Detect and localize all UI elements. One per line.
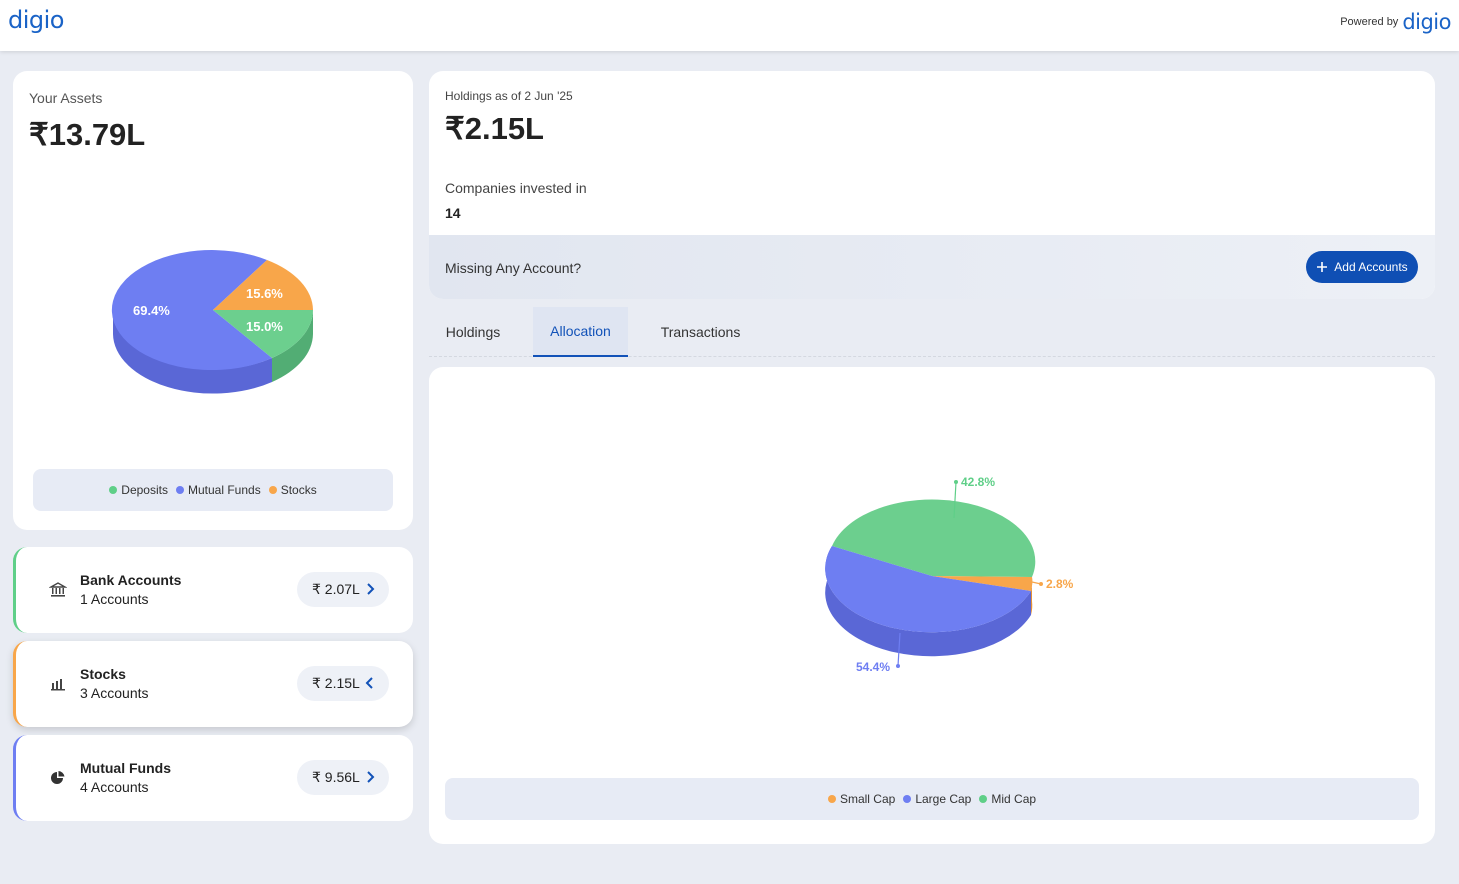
legend-item-large-cap[interactable]: Large Cap — [903, 792, 971, 806]
holdings-total: ₹2.15L — [445, 111, 544, 146]
account-name: Mutual Funds — [80, 760, 171, 776]
legend-item-small-cap[interactable]: Small Cap — [827, 792, 896, 806]
legend-dot — [827, 795, 836, 803]
leader-dot-large-cap — [896, 664, 900, 668]
companies-invested-label: Companies invested in — [445, 180, 587, 196]
legend-label: Small Cap — [839, 792, 896, 806]
account-value-button[interactable]: ₹ 2.15L — [297, 666, 389, 701]
pie-label-deposits: 15.0% — [246, 319, 283, 334]
allocation-pie-chart: 42.8% 2.8% 54.4% — [825, 475, 1074, 674]
legend-label: Deposits — [121, 483, 168, 497]
pie-depth-mutual-funds — [113, 310, 272, 394]
pie-depth-deposits — [272, 310, 313, 382]
account-card-stocks[interactable]: Stocks 3 Accounts ₹ 2.15L — [13, 641, 413, 727]
pie-slice-stocks — [213, 260, 313, 310]
holdings-card: Holdings as of 2 Jun '25 ₹2.15L Companie… — [429, 71, 1435, 299]
account-name: Stocks — [80, 666, 126, 682]
tab-holdings[interactable]: Holdings — [445, 324, 501, 340]
pie-label-mid-cap: 42.8% — [961, 475, 995, 489]
chevron-right-icon — [367, 771, 375, 783]
assets-total: ₹13.79L — [29, 117, 146, 152]
top-bar: digio Powered by digio — [0, 0, 1459, 51]
legend-dot — [109, 486, 118, 494]
leader-line-mid-cap — [953, 481, 957, 519]
bar-chart-icon — [51, 679, 65, 691]
tab-bar: Holdings Allocation Transactions — [429, 307, 1435, 357]
holdings-as-of: Holdings as of 2 Jun '25 — [445, 89, 573, 103]
pie-slice-large-cap — [825, 546, 1031, 633]
legend-label: Stocks — [280, 483, 317, 497]
bank-icon — [49, 582, 67, 597]
missing-account-text: Missing Any Account? — [445, 260, 582, 276]
account-count: 1 Accounts — [80, 591, 149, 607]
legend-dot — [903, 795, 912, 803]
chevron-right-icon — [367, 583, 375, 595]
allocation-legend: Small Cap Large Cap Mid Cap — [445, 778, 1419, 820]
pie-slice-small-cap — [932, 576, 1033, 591]
account-value-button[interactable]: ₹ 2.07L — [297, 572, 389, 607]
account-value: ₹ 2.15L — [312, 675, 360, 691]
account-value-button[interactable]: ₹ 9.56L — [297, 760, 389, 795]
account-count: 4 Accounts — [80, 779, 149, 795]
pie-label-stocks: 15.6% — [246, 286, 283, 301]
pie-label-small-cap: 2.8% — [1046, 577, 1074, 591]
account-card-bank[interactable]: Bank Accounts 1 Accounts ₹ 2.07L — [13, 547, 413, 633]
account-value: ₹ 9.56L — [312, 769, 360, 785]
assets-legend: Deposits Mutual Funds Stocks — [33, 469, 393, 511]
pie-slice-deposits — [213, 310, 313, 358]
tab-transactions[interactable]: Transactions — [660, 324, 741, 340]
pie-slice-mid-cap — [832, 499, 1036, 577]
pie-chart-icon — [51, 771, 65, 784]
legend-label: Large Cap — [915, 792, 972, 806]
account-card-mutual-funds[interactable]: Mutual Funds 4 Accounts ₹ 9.56L — [13, 735, 413, 821]
assets-card: Your Assets ₹13.79L 69.4% 15.6% 15.0% De… — [13, 71, 413, 530]
assets-pie-chart: 69.4% 15.6% 15.0% — [111, 250, 313, 394]
pie-label-mutual-funds: 69.4% — [133, 303, 170, 318]
legend-label: Mutual Funds — [187, 483, 261, 497]
legend-item-mid-cap[interactable]: Mid Cap — [979, 792, 1036, 806]
legend-dot — [175, 486, 184, 494]
legend-item-mutual-funds[interactable]: Mutual Funds — [175, 483, 261, 497]
legend-item-deposits[interactable]: Deposits — [109, 483, 168, 497]
powered-by-logo: digio — [1402, 10, 1451, 34]
digio-logo[interactable]: digio — [8, 6, 65, 34]
account-name: Bank Accounts — [80, 572, 182, 588]
missing-account-banner: Missing Any Account? Add Accounts — [429, 235, 1435, 299]
add-accounts-label: Add Accounts — [1334, 260, 1408, 274]
pie-depth-large-cap — [825, 546, 1031, 657]
pie-label-large-cap: 54.4% — [856, 660, 890, 674]
powered-by-label: Powered by — [1340, 16, 1399, 28]
pie-slice-mutual-funds — [111, 250, 272, 371]
add-accounts-button[interactable]: Add Accounts — [1306, 251, 1418, 283]
leader-dot-mid-cap — [954, 480, 958, 484]
powered-by: Powered by digio — [1340, 10, 1451, 34]
chevron-left-icon — [365, 677, 373, 689]
leader-dot-small-cap — [1039, 582, 1043, 586]
tab-allocation[interactable]: Allocation — [533, 307, 628, 357]
legend-label: Mid Cap — [991, 792, 1037, 806]
legend-dot — [979, 795, 988, 803]
account-value: ₹ 2.07L — [312, 581, 360, 597]
plus-icon — [1317, 262, 1328, 272]
pie-depth-small-cap — [1031, 577, 1033, 615]
leader-line-large-cap — [897, 632, 901, 667]
legend-dot — [268, 486, 277, 494]
allocation-card: 42.8% 2.8% 54.4% Small Cap Large Cap Mid… — [429, 367, 1435, 844]
legend-item-stocks[interactable]: Stocks — [268, 483, 317, 497]
account-count: 3 Accounts — [80, 685, 149, 701]
assets-label: Your Assets — [29, 90, 103, 106]
companies-invested-value: 14 — [445, 205, 461, 221]
